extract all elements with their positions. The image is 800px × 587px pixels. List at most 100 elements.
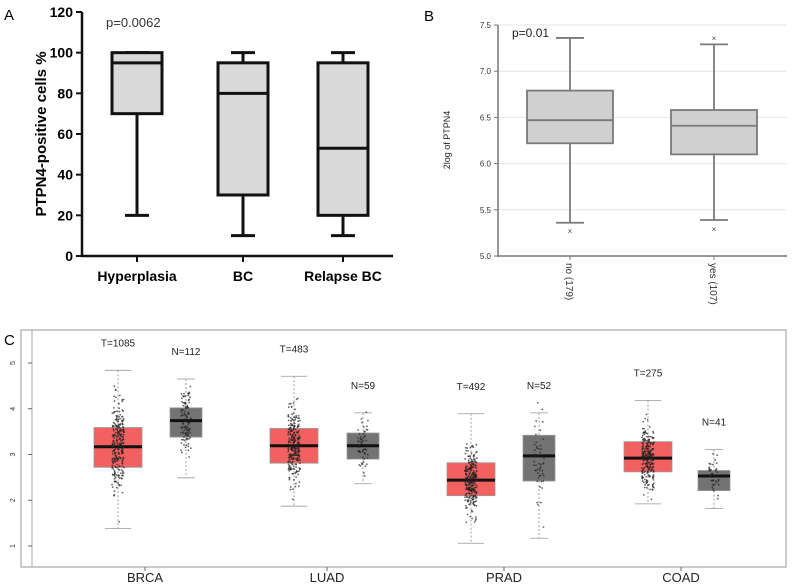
jitter-point (113, 395, 116, 398)
jitter-point (297, 448, 300, 450)
tumor-count-label: T=1085 (101, 338, 136, 349)
jitter-point (119, 457, 122, 460)
jitter-point (652, 482, 655, 485)
jitter-point (288, 469, 291, 472)
jitter-point (180, 438, 183, 441)
jitter-point (287, 419, 290, 422)
jitter-point (471, 510, 474, 513)
jitter-point (539, 463, 542, 466)
jitter-point (295, 482, 297, 485)
jitter-point (298, 442, 301, 445)
jitter-point (469, 501, 472, 504)
jitter-point (292, 488, 294, 491)
jitter-point (539, 469, 541, 472)
jitter-point (644, 452, 647, 455)
jitter-point (642, 447, 645, 449)
jitter-point (287, 431, 290, 434)
y-tick-label: 80 (57, 85, 73, 101)
jitter-point (365, 439, 368, 442)
jitter-point (120, 447, 123, 450)
jitter-point (641, 475, 644, 478)
jitter-point (121, 422, 124, 425)
jitter-point (650, 462, 653, 465)
jitter-point (359, 451, 362, 453)
jitter-point (122, 456, 125, 459)
jitter-point (470, 460, 473, 463)
jitter-point (652, 465, 655, 468)
jitter-point (708, 475, 711, 478)
jitter-point (474, 474, 477, 477)
jitter-point (641, 448, 644, 451)
jitter-point (536, 468, 539, 471)
jitter-point (534, 469, 537, 472)
jitter-point (362, 433, 365, 435)
jitter-point (541, 487, 543, 489)
jitter-point (716, 471, 719, 474)
jitter-point (115, 486, 118, 489)
jitter-point (466, 447, 469, 450)
jitter-point (642, 440, 645, 443)
jitter-point (112, 440, 114, 443)
jitter-point (467, 462, 470, 465)
jitter-point (117, 446, 119, 449)
jitter-point (642, 450, 645, 453)
jitter-point (187, 445, 190, 448)
jitter-point (469, 499, 472, 502)
jitter-point (472, 471, 475, 474)
jitter-point (118, 426, 120, 429)
jitter-point (476, 457, 478, 459)
outlier-marker: × (712, 225, 717, 234)
jitter-point (647, 445, 650, 448)
jitter-point (364, 465, 367, 468)
jitter-point (298, 470, 300, 473)
jitter-point (474, 483, 476, 486)
jitter-point (470, 463, 473, 466)
jitter-point (469, 486, 472, 489)
jitter-point (118, 465, 121, 468)
jitter-point (364, 452, 366, 455)
jitter-point (119, 417, 122, 420)
jitter-point (121, 465, 124, 468)
jitter-point (357, 440, 360, 443)
jitter-point (709, 470, 711, 472)
jitter-point (293, 468, 296, 470)
jitter-point (290, 430, 293, 433)
jitter-point (115, 481, 118, 483)
jitter-point (642, 481, 645, 484)
jitter-point (468, 480, 471, 483)
jitter-point (475, 461, 478, 464)
jitter-point (472, 454, 475, 457)
jitter-point (467, 488, 469, 491)
y-tick-label: 0 (65, 248, 73, 264)
jitter-point (121, 451, 124, 453)
jitter-point (287, 463, 290, 466)
jitter-point (297, 459, 300, 462)
jitter-point (293, 416, 296, 418)
jitter-point (121, 460, 124, 463)
jitter-point (538, 474, 541, 477)
jitter-point (542, 480, 545, 483)
jitter-point (649, 488, 652, 491)
jitter-point (469, 502, 472, 505)
jitter-point (296, 447, 299, 450)
jitter-point (114, 452, 117, 454)
jitter-point (468, 468, 471, 471)
jitter-point (648, 466, 651, 469)
jitter-point (366, 457, 369, 459)
jitter-point (117, 451, 120, 454)
jitter-point (471, 473, 474, 475)
jitter-point (648, 438, 651, 441)
jitter-point (186, 433, 189, 436)
jitter-point (717, 478, 720, 481)
jitter-point (111, 466, 114, 469)
jitter-point (652, 470, 655, 473)
y-tick-label: 5.0 (480, 252, 492, 261)
jitter-point (646, 443, 649, 446)
jitter-point (649, 435, 652, 438)
jitter-point (537, 455, 540, 457)
jitter-point (290, 437, 293, 439)
panel-a-pvalue: p=0.0062 (106, 15, 161, 30)
jitter-point (541, 469, 544, 472)
jitter-point (292, 412, 295, 414)
